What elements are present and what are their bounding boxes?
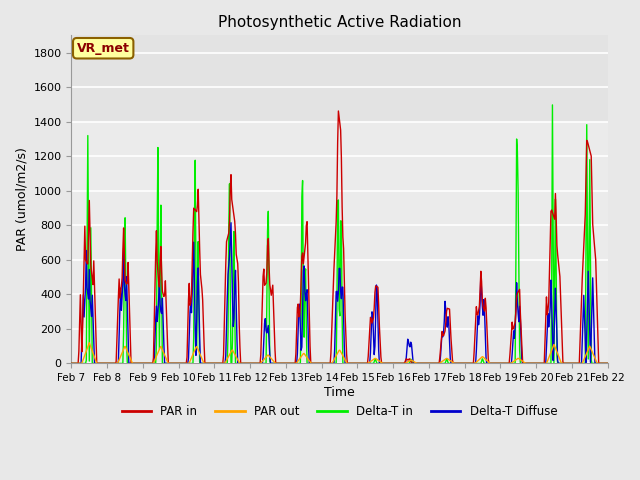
- Bar: [72, 36, 607, 121]
- Text: VR_met: VR_met: [77, 42, 130, 55]
- X-axis label: Time: Time: [324, 386, 355, 399]
- Title: Photosynthetic Active Radiation: Photosynthetic Active Radiation: [218, 15, 461, 30]
- Y-axis label: PAR (umol/m2/s): PAR (umol/m2/s): [15, 147, 28, 252]
- Legend: PAR in, PAR out, Delta-T in, Delta-T Diffuse: PAR in, PAR out, Delta-T in, Delta-T Dif…: [117, 401, 562, 423]
